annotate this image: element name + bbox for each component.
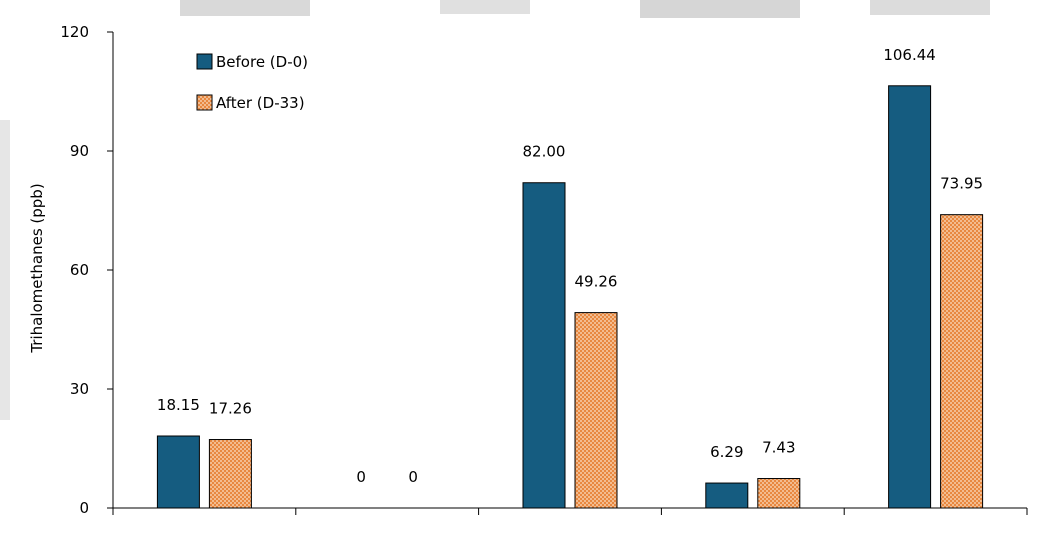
y-tick-label: 0 (79, 499, 89, 517)
watermark-shapes (180, 0, 990, 18)
bar-after (940, 214, 984, 509)
y-tick-label: 30 (70, 380, 89, 398)
bar-after (757, 478, 801, 509)
data-label-after: 73.95 (940, 175, 983, 193)
bar-after (574, 312, 618, 509)
data-label-before: 0 (356, 468, 366, 486)
data-label-before: 106.44 (883, 46, 936, 64)
data-label-after: 17.26 (209, 400, 252, 418)
legend-swatch-before (196, 53, 213, 70)
legend-label-before: Before (D-0) (216, 53, 308, 71)
bar-before (888, 85, 932, 509)
background-watermark-top (0, 0, 1059, 22)
legend-label-after: After (D-33) (216, 94, 305, 112)
data-label-after: 49.26 (575, 273, 618, 291)
x-axis (112, 507, 1028, 515)
bars (156, 85, 984, 509)
bar-after (208, 439, 252, 509)
background-watermark-left (0, 0, 36, 549)
bar-before (522, 182, 566, 509)
y-tick-label: 120 (60, 23, 89, 41)
y-tick-label: 90 (70, 142, 89, 160)
data-label-before: 82.00 (523, 143, 566, 161)
legend: Before (D-0) After (D-33) (196, 53, 308, 112)
data-label-before: 18.15 (157, 396, 200, 414)
y-axis: 0 30 60 90 120 (60, 23, 114, 517)
y-axis-title: Trihalomethanes (ppb) (28, 183, 46, 353)
data-label-after: 7.43 (762, 439, 795, 457)
data-label-after: 0 (408, 468, 418, 486)
bar-before (156, 435, 200, 509)
watermark-edge (0, 120, 10, 420)
legend-swatch-after (196, 94, 213, 111)
y-tick-label: 60 (70, 261, 89, 279)
data-labels: 18.15 17.26 0 0 82.00 49.26 6.29 7.43 106.44 73.9… (157, 46, 983, 486)
bar-before (705, 482, 749, 509)
data-label-before: 6.29 (710, 443, 743, 461)
